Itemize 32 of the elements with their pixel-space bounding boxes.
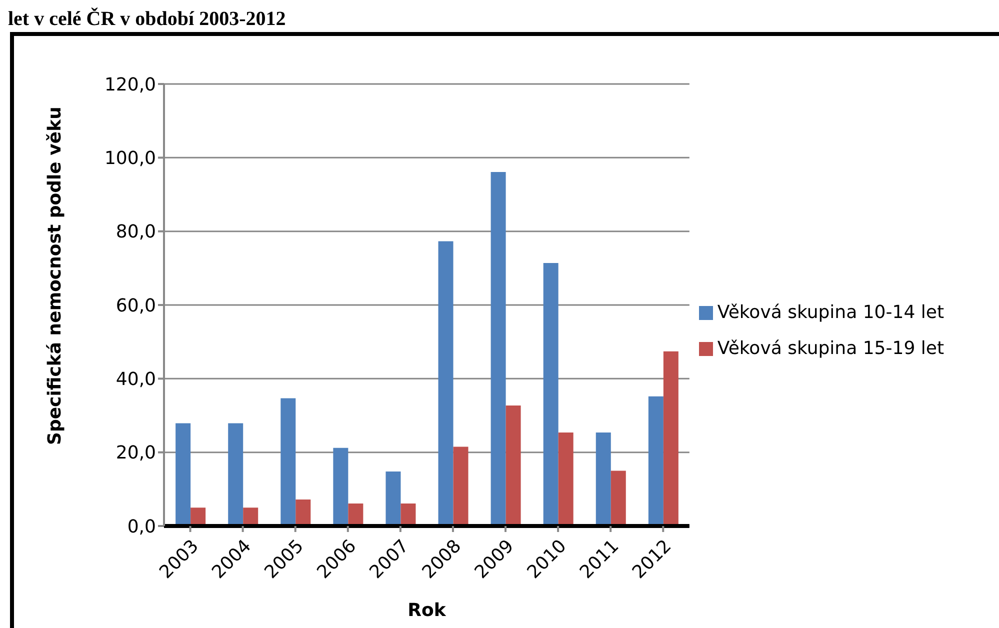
- bar: [348, 504, 364, 526]
- bar: [333, 448, 348, 526]
- y-tick-label: 100,0: [104, 148, 156, 170]
- x-axis-title: Rok: [408, 600, 447, 621]
- bar: [400, 504, 416, 526]
- bar: [596, 432, 611, 526]
- bar: [490, 172, 506, 526]
- y-axis-title: Specifická nemocnost podle věku: [44, 106, 66, 445]
- bar: [386, 471, 401, 526]
- bar: [648, 396, 664, 526]
- bar: [453, 446, 468, 526]
- bar: [228, 423, 244, 526]
- y-tick-label: 20,0: [116, 442, 156, 464]
- bar: [663, 351, 678, 526]
- bar: [438, 241, 454, 526]
- bar: [190, 508, 206, 526]
- y-tick-label: 0,0: [127, 516, 156, 538]
- bar: [543, 263, 558, 526]
- bar: [176, 423, 191, 526]
- y-tick-label: 120,0: [104, 74, 156, 96]
- bar: [558, 432, 574, 526]
- y-tick-label: 40,0: [116, 369, 156, 390]
- bar: [243, 508, 258, 526]
- chart-title: let v celé ČR v období 2003-2012: [8, 8, 287, 30]
- bar: [610, 470, 626, 526]
- y-tick-label: 60,0: [116, 295, 156, 316]
- legend-label: Věková skupina 15-19 let: [717, 338, 944, 359]
- bar: [280, 398, 296, 526]
- bar: [296, 499, 311, 526]
- y-tick-label: 80,0: [116, 222, 156, 243]
- legend-label: Věková skupina 10-14 let: [717, 302, 944, 323]
- bar: [506, 406, 521, 526]
